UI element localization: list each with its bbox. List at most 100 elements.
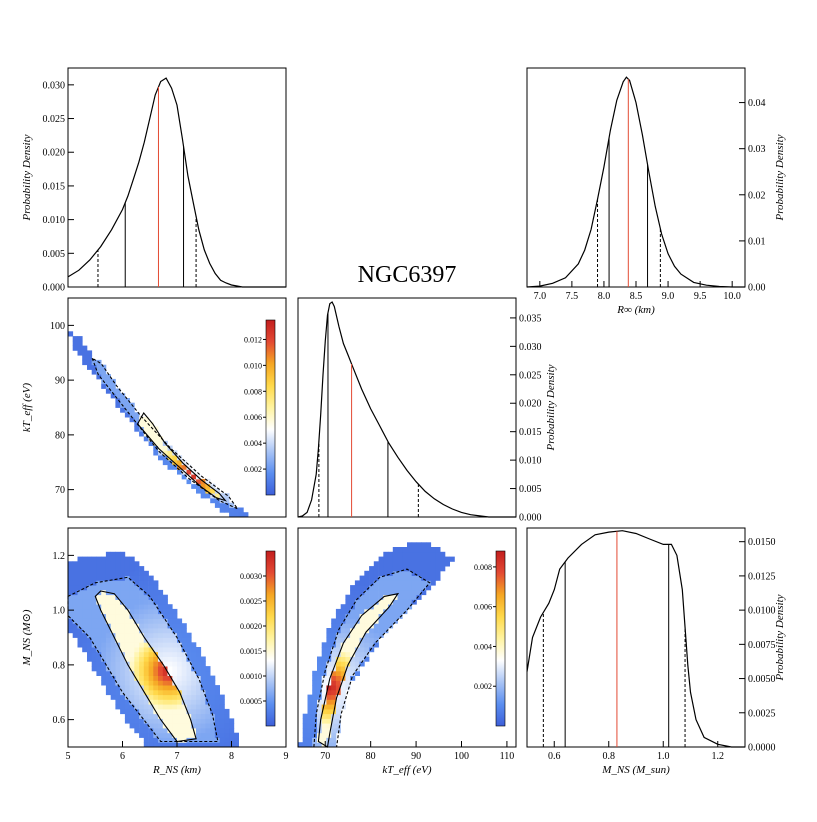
rns_mns_2d-ytick-label: 0.8 — [53, 660, 66, 671]
rns_kteff_2d-cell — [105, 388, 111, 394]
kteff_mns_2d-cell — [369, 575, 375, 581]
kteff_mns_2d-cell — [312, 742, 318, 748]
rns_mns_2d-cell — [162, 742, 168, 748]
rns_mns_2d-cell — [177, 642, 183, 648]
rns_mns_2d-cell — [77, 566, 83, 572]
kteff_mns_2d-cell — [321, 675, 327, 681]
rns_mns_2d-cell — [167, 728, 173, 734]
rns_kteff_2d-cell — [191, 483, 197, 489]
kteff_mns_2d-cell — [416, 561, 422, 567]
rns_mns_2d-cell — [196, 704, 202, 710]
rns_mns_2d-cell — [210, 728, 216, 734]
rns_mns_2d-cell — [129, 599, 135, 605]
rns_kteff_2d-contour-1sigma — [136, 412, 228, 502]
rns_kteff_2d-cell — [91, 364, 97, 370]
rns_kteff_2d-cell — [243, 512, 249, 518]
rns_mns_2d-cell — [115, 651, 121, 657]
rns_mns_2d-cell — [172, 628, 178, 634]
rns_mns_2d-cell — [172, 618, 178, 624]
rns_mns_2d-cell — [181, 723, 187, 729]
rns_mns_2d-cell — [148, 618, 154, 624]
rns_mns_2d-cell — [191, 642, 197, 648]
kteff_mns_2d-cell — [426, 547, 432, 553]
rns_mns_2d-cell — [101, 656, 107, 662]
kteff_mns_2d-cell — [373, 594, 379, 600]
kteff_mns_2d-cell — [340, 694, 346, 700]
rns_mns_2d-cell — [148, 685, 154, 691]
rns_mns_2d-cell — [191, 656, 197, 662]
rns_kteff_2d-ytick-label: 90 — [55, 376, 65, 387]
rns_mns_2d-cell — [143, 704, 149, 710]
rns_mns_2d-cell — [110, 585, 116, 591]
rns_mns_2d-cell — [143, 642, 149, 648]
rns_mns_2d-cell — [181, 699, 187, 705]
rns_mns_2d-cell — [158, 604, 164, 610]
rns_mns_2d-cell — [148, 694, 154, 700]
rns_mns_2d-cell — [139, 585, 145, 591]
rns_mns_2d-cell — [124, 585, 130, 591]
rns_mns_2d-cell — [224, 708, 230, 715]
rns_kteff_2d-cell — [214, 488, 220, 494]
kteff_mns_2d-cell — [340, 647, 346, 653]
kteff_mns_2d-colorbar-label: 0.006 — [474, 603, 492, 612]
kteff_mns_2d-cell — [354, 628, 360, 634]
rns_mns_2d-cell — [115, 680, 121, 686]
rns_mns_2d-cell — [153, 704, 159, 710]
rns_mns_2d-cell — [148, 656, 154, 662]
rns_mns_2d-cell — [181, 666, 187, 672]
rns_kteff_2d-cell — [148, 440, 154, 446]
rns_mns_2d-cell — [96, 580, 102, 586]
rns_mns_2d-cell — [162, 618, 168, 624]
rns_mns_2d-cell — [77, 556, 83, 562]
rns_mns_2d-cell — [68, 628, 74, 634]
kteff_mns_2d-cell — [331, 642, 337, 648]
rns_mns_2d-cell — [129, 699, 135, 705]
kteff_mns_2d-cell — [402, 547, 408, 553]
rns_mns_2d-cell — [129, 628, 135, 634]
rns_mns_2d-cell — [148, 647, 154, 653]
rns_mns_2d-cell — [219, 723, 225, 729]
rns_mns_2d-cell — [181, 628, 187, 634]
rns_mns_2d-cell — [110, 580, 116, 586]
rns_mns_2d-cell — [148, 585, 154, 591]
rns_mns_2d-cell — [124, 618, 130, 624]
rns_kteff_2d-cell — [143, 417, 149, 423]
kteff_mns_2d-cell — [331, 656, 337, 662]
rns_mns_2d-cell — [91, 647, 97, 653]
rns_mns_2d-cell — [233, 742, 239, 748]
rns_mns_2d-cell — [143, 699, 149, 705]
rns_mns_2d-cell — [87, 589, 93, 596]
rns_mns_2d-cell — [167, 704, 173, 710]
rns_mns_2d-cell — [172, 661, 178, 667]
rns_mns_2d-cell — [210, 723, 216, 729]
rns_mns_2d-cell — [77, 618, 83, 624]
kteff_mns_2d-cell — [421, 580, 427, 586]
rns_kteff_2d-cell — [143, 426, 149, 432]
rns_mns_2d-cell — [124, 561, 130, 567]
kteff_mns_2d-cell — [430, 556, 436, 562]
kteff_mns_2d-cell — [364, 570, 370, 576]
rns_mns_2d-cell — [148, 637, 154, 643]
rns_mns_2d-cell — [139, 713, 145, 719]
rns_mns_2d-cell — [162, 613, 168, 619]
rns_mns_2d-cell — [105, 642, 111, 648]
kteff_mns_2d-cell — [397, 585, 403, 591]
rns_kteff_2d-cell — [200, 493, 206, 499]
rns_mns_2d-cell — [196, 656, 202, 662]
rns_kteff_2d-cell — [143, 436, 149, 442]
kteff_mns_2d-cell — [373, 580, 379, 586]
rns_mns_2d-cell — [91, 556, 97, 562]
kteff_mns_2d-cell — [369, 642, 375, 648]
kteff_mns_2d-cell — [331, 628, 337, 634]
rns_mns_2d-cell — [87, 642, 93, 648]
rns_mns_2d-cell — [229, 732, 235, 738]
rns_kteff_2d-colorbar-label: 0.004 — [244, 439, 262, 448]
rns_mns_2d-cell — [167, 742, 173, 748]
kteff_mns_2d-cell — [326, 704, 332, 710]
kteff_mns_2d-cell — [354, 608, 360, 615]
kteff_mns_2d-cell — [350, 637, 356, 643]
kteff_mns_2d-cell — [359, 599, 365, 605]
kteff_mns_2d-cell — [426, 585, 432, 591]
rns_mns_2d-cell — [177, 666, 183, 672]
kteff_mns_2d-cell — [369, 632, 375, 638]
